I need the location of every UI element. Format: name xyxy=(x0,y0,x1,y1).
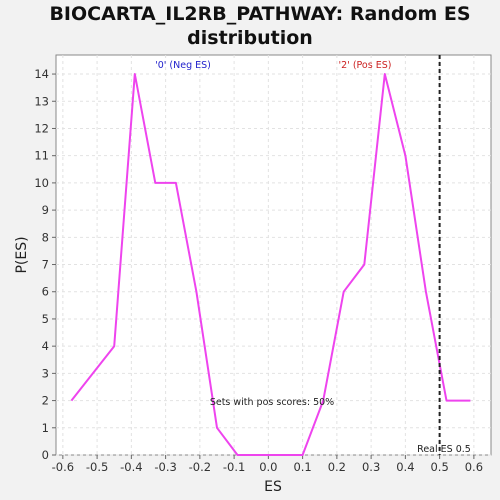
y-tick-label: 10 xyxy=(34,176,49,190)
y-tick-label: 3 xyxy=(42,366,49,380)
x-tick-label: 0.0 xyxy=(259,460,277,474)
x-tick-label: -0.4 xyxy=(120,460,142,474)
y-tick-label: 1 xyxy=(42,421,49,435)
y-tick-label: 7 xyxy=(42,258,49,272)
real-es-label: Real ES 0.5 xyxy=(417,444,471,455)
x-tick-label: 0.3 xyxy=(362,460,380,474)
x-tick-label: 0.1 xyxy=(293,460,311,474)
x-tick-label: 0.6 xyxy=(465,460,483,474)
y-tick-label: 11 xyxy=(34,149,49,163)
x-tick-label: 0.2 xyxy=(328,460,346,474)
x-tick-label: 0.5 xyxy=(430,460,448,474)
neg-es-label: '0' (Neg ES) xyxy=(155,60,211,71)
pos-es-label: '2' (Pos ES) xyxy=(339,60,392,71)
x-tick-label: -0.3 xyxy=(154,460,176,474)
y-tick-label: 9 xyxy=(42,203,49,217)
series-layer xyxy=(70,73,471,456)
chart-title-line1: BIOCARTA_IL2RB_PATHWAY: Random ES xyxy=(49,3,470,25)
x-tick-label: -0.2 xyxy=(189,460,211,474)
es-distribution-line xyxy=(70,73,471,456)
x-axis-ticks: -0.6 -0.5 -0.4 -0.3 -0.2 -0.1 0.0 0.1 0.2 0.3 0.4 0… xyxy=(52,455,483,474)
y-axis-label: P(ES) xyxy=(14,236,30,273)
plot-area xyxy=(55,54,492,456)
y-tick-label: 6 xyxy=(42,285,49,299)
y-tick-label: 0 xyxy=(42,448,49,462)
chart-title-line2: distribution xyxy=(187,27,313,49)
x-tick-label: -0.6 xyxy=(52,460,74,474)
x-tick-label: -0.5 xyxy=(86,460,108,474)
y-tick-label: 4 xyxy=(42,339,49,353)
x-tick-label: 0.4 xyxy=(396,460,414,474)
y-tick-label: 5 xyxy=(42,312,49,326)
y-tick-label: 8 xyxy=(42,230,49,244)
y-tick-label: 13 xyxy=(34,94,49,108)
grid-lines xyxy=(56,55,491,456)
y-tick-label: 14 xyxy=(34,67,49,81)
pos-scores-annotation: Sets with pos scores: 50% xyxy=(210,397,334,408)
y-tick-label: 12 xyxy=(34,121,49,135)
x-tick-label: -0.1 xyxy=(223,460,245,474)
x-axis-label: ES xyxy=(264,479,282,495)
y-tick-label: 2 xyxy=(42,394,49,408)
